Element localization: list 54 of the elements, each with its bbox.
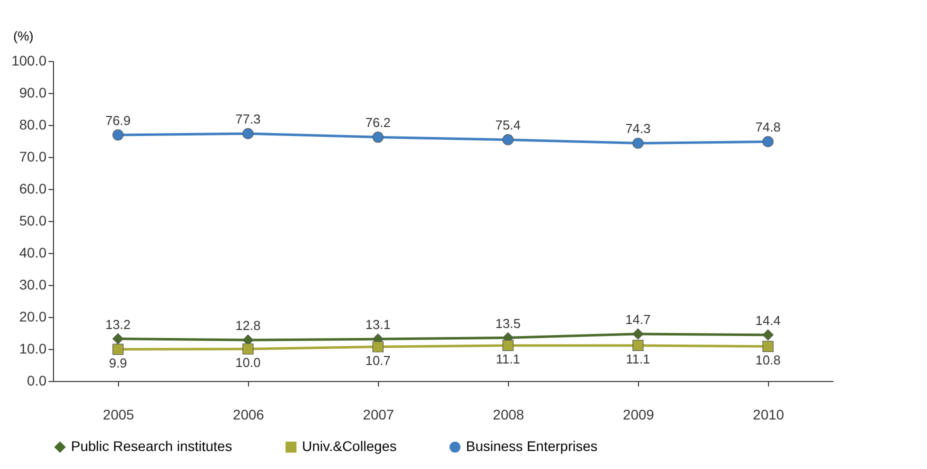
data-label: 13.1	[365, 317, 391, 332]
point	[502, 340, 514, 352]
data-label: 74.8	[755, 120, 781, 135]
data-label: 75.4	[495, 118, 521, 133]
data-label: 11.1	[626, 351, 650, 366]
data-label: 76.2	[365, 115, 391, 130]
data-label: 14.4	[755, 312, 781, 328]
data-label: 76.9	[105, 112, 131, 128]
y-tick-label: 100.0	[11, 52, 47, 68]
point	[632, 340, 644, 352]
data-label: 12.8	[235, 318, 261, 334]
y-tick-label: 70.0	[19, 148, 47, 164]
data-label: 10.0	[235, 355, 261, 370]
point	[372, 341, 384, 352]
legend-label: Public Research institutes	[71, 438, 232, 454]
data-label: 14.7	[625, 312, 651, 327]
point	[242, 128, 254, 140]
data-label: 9.9	[108, 355, 128, 370]
x-tick-label: 2007	[362, 406, 394, 422]
point	[112, 333, 124, 344]
x-tick-label: 2009	[622, 406, 654, 422]
point	[372, 132, 384, 143]
y-axis-title: (%)	[13, 28, 34, 44]
point	[762, 329, 774, 340]
data-label: 13.5	[495, 316, 521, 331]
y-tick-label: 0.0	[27, 372, 47, 388]
x-tick-label: 2008	[492, 406, 524, 422]
x-tick-label: 2005	[102, 406, 134, 422]
legend-label: Business Enterprises	[466, 438, 598, 454]
data-label: 10.8	[755, 352, 781, 368]
data-label: 10.7	[365, 352, 391, 368]
y-tick-label: 50.0	[19, 212, 47, 228]
legend-label: Univ.&Colleges	[302, 438, 397, 454]
point	[502, 134, 514, 146]
data-label: 11.1	[496, 351, 520, 366]
data-label: 74.3	[625, 121, 651, 136]
y-tick-label: 90.0	[19, 84, 47, 100]
y-tick-label: 30.0	[19, 276, 47, 292]
y-tick-label: 40.0	[19, 244, 47, 260]
data-label: 77.3	[235, 112, 261, 127]
x-tick-label: 2006	[232, 406, 264, 422]
point	[112, 129, 124, 140]
point	[632, 328, 644, 340]
point	[762, 136, 774, 148]
point	[112, 344, 124, 355]
y-tick-label: 80.0	[19, 116, 47, 132]
data-label: 13.2	[105, 316, 131, 332]
y-tick-label: 20.0	[19, 308, 47, 324]
point	[632, 138, 644, 149]
point	[762, 340, 774, 352]
x-tick-label: 2010	[752, 406, 784, 422]
y-tick-label: 10.0	[19, 340, 47, 356]
y-tick-label: 60.0	[19, 180, 47, 196]
point	[242, 343, 254, 355]
